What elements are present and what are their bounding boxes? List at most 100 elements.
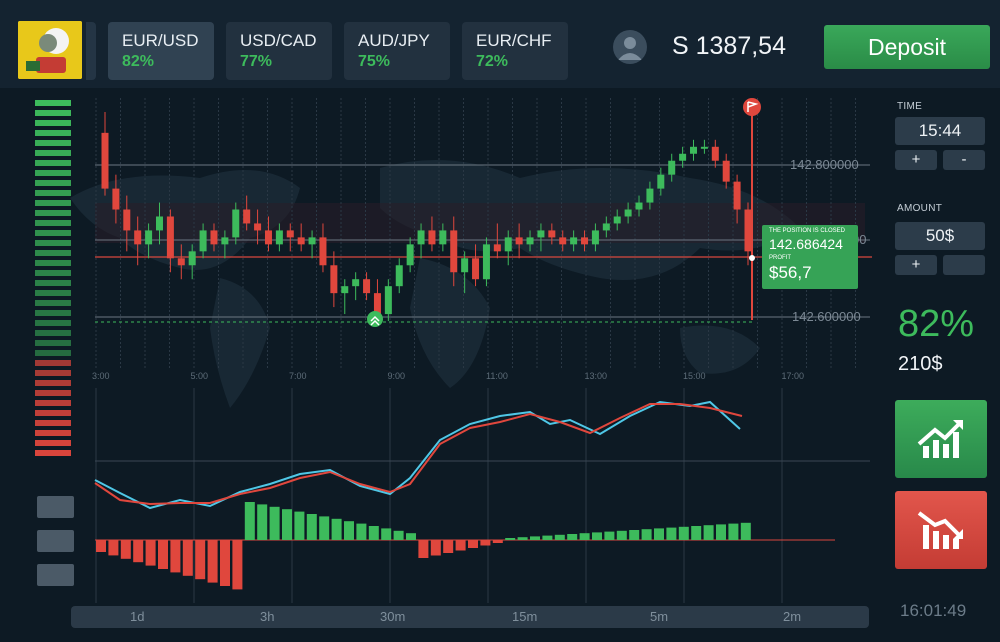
payout-percent: 82% — [898, 303, 975, 345]
level-segment — [35, 110, 71, 116]
entry-point-icon[interactable] — [367, 311, 383, 327]
candle-body — [406, 244, 414, 266]
candle-body — [188, 251, 196, 266]
candle-body — [319, 237, 327, 266]
pair-tab-eurusd[interactable]: EUR/USD 82% — [108, 22, 214, 80]
closed-title: THE POSITION IS CLOSED — [769, 228, 846, 234]
level-segment — [35, 300, 71, 306]
timeframe-30m[interactable]: 30m — [380, 609, 406, 624]
amount-plus-button[interactable]: + — [895, 255, 937, 275]
pair-tab-eurchf[interactable]: EUR/CHF 72% — [462, 22, 568, 80]
histogram-bar — [133, 540, 144, 563]
candle-body — [744, 209, 752, 252]
candle-body — [101, 132, 109, 189]
histogram-bar — [616, 530, 627, 540]
pair-tab-audjpy[interactable]: AUD/JPY 75% — [344, 22, 450, 80]
amount-field[interactable]: 50$ — [895, 222, 985, 250]
timeframe-5m[interactable]: 5m — [650, 609, 669, 624]
histogram-bar — [195, 540, 206, 580]
time-tick-label: 5:00 — [191, 371, 209, 381]
indicator-toggle-1[interactable] — [37, 496, 74, 518]
put-button[interactable] — [895, 491, 987, 569]
level-segment — [35, 320, 71, 326]
level-segment — [35, 150, 71, 156]
trend-down-icon — [917, 511, 963, 549]
candle-body — [700, 146, 708, 149]
candle-body — [232, 209, 240, 238]
candle-body — [581, 237, 589, 245]
pair-payout: 72% — [476, 53, 509, 70]
histogram-bar — [319, 516, 330, 540]
logo-tab — [86, 22, 96, 80]
level-segment — [35, 310, 71, 316]
time-plus-button[interactable]: + — [895, 150, 937, 170]
histogram-bar — [530, 536, 540, 540]
histogram-bar — [455, 540, 466, 551]
time-tick-label: 13:00 — [585, 371, 608, 381]
chevrons-up-icon — [370, 315, 380, 326]
expiry-flag-icon[interactable] — [743, 98, 761, 116]
pair-tab-usdcad[interactable]: USD/CAD 77% — [226, 22, 332, 80]
candle-body — [461, 258, 469, 273]
time-label: TIME — [897, 101, 923, 112]
pair-name: EUR/CHF — [476, 31, 552, 50]
price-label: 142.800000 — [790, 157, 859, 172]
candle-body — [613, 216, 621, 224]
candle-body — [493, 244, 501, 252]
histogram-bar — [170, 540, 181, 573]
candle-body — [472, 258, 480, 280]
time-field[interactable]: 15:44 — [895, 117, 985, 145]
timeframe-3h[interactable]: 3h — [260, 609, 275, 624]
histogram-bar — [356, 523, 367, 540]
histogram-bar — [666, 527, 677, 540]
candle-body — [384, 286, 392, 315]
call-button[interactable] — [895, 400, 987, 478]
pair-payout: 75% — [358, 53, 391, 70]
candle-body — [352, 279, 360, 287]
histogram-bar — [145, 540, 156, 566]
histogram-bar — [393, 530, 404, 540]
candle-body — [657, 174, 665, 189]
histogram-bar — [740, 522, 751, 540]
time-tick-label: 15:00 — [683, 371, 706, 381]
level-segment — [35, 390, 71, 396]
candle-body — [439, 230, 447, 245]
pair-name: USD/CAD — [240, 31, 317, 50]
histogram-bar — [443, 540, 454, 553]
amount-label: AMOUNT — [897, 203, 943, 214]
indicator-toggle-2[interactable] — [37, 530, 74, 552]
histogram-bar — [716, 524, 726, 540]
candle-body — [341, 286, 349, 294]
candle-body — [570, 237, 578, 245]
timeframe-2m[interactable]: 2m — [783, 609, 802, 624]
level-segment — [35, 380, 71, 386]
trading-chart[interactable]: 142.800000 00 142.600000 3:00 5:00 7:00 9:0… — [0, 88, 880, 603]
candle-body — [297, 237, 305, 245]
level-segment — [35, 140, 71, 146]
histogram-bar — [604, 531, 615, 540]
indicator-toggle-3[interactable] — [37, 564, 74, 586]
histogram-bar — [517, 537, 528, 540]
flag-icon — [747, 101, 759, 112]
user-avatar-icon[interactable] — [613, 30, 647, 64]
candle-body — [145, 230, 153, 245]
brand-logo[interactable] — [18, 21, 82, 79]
clock: 16:01:49 — [900, 601, 967, 620]
timeframe-1d[interactable]: 1d — [130, 609, 145, 624]
candle-body — [504, 237, 512, 252]
payout-amount: 210$ — [898, 353, 943, 375]
time-tick-label: 9:00 — [388, 371, 406, 381]
level-segment — [35, 210, 71, 216]
candle-body — [624, 209, 632, 217]
candle-body — [112, 188, 120, 210]
level-segment — [35, 370, 71, 376]
deposit-button[interactable]: Deposit — [824, 25, 990, 69]
candle-body — [123, 209, 131, 231]
histogram-bar — [505, 538, 516, 540]
candle-body — [134, 230, 142, 245]
time-minus-button[interactable]: - — [943, 150, 985, 170]
timeframe-15m[interactable]: 15m — [512, 609, 538, 624]
histogram-bar — [220, 540, 230, 586]
amount-minus-button[interactable] — [943, 255, 985, 275]
time-tick-label: 17:00 — [782, 371, 805, 381]
